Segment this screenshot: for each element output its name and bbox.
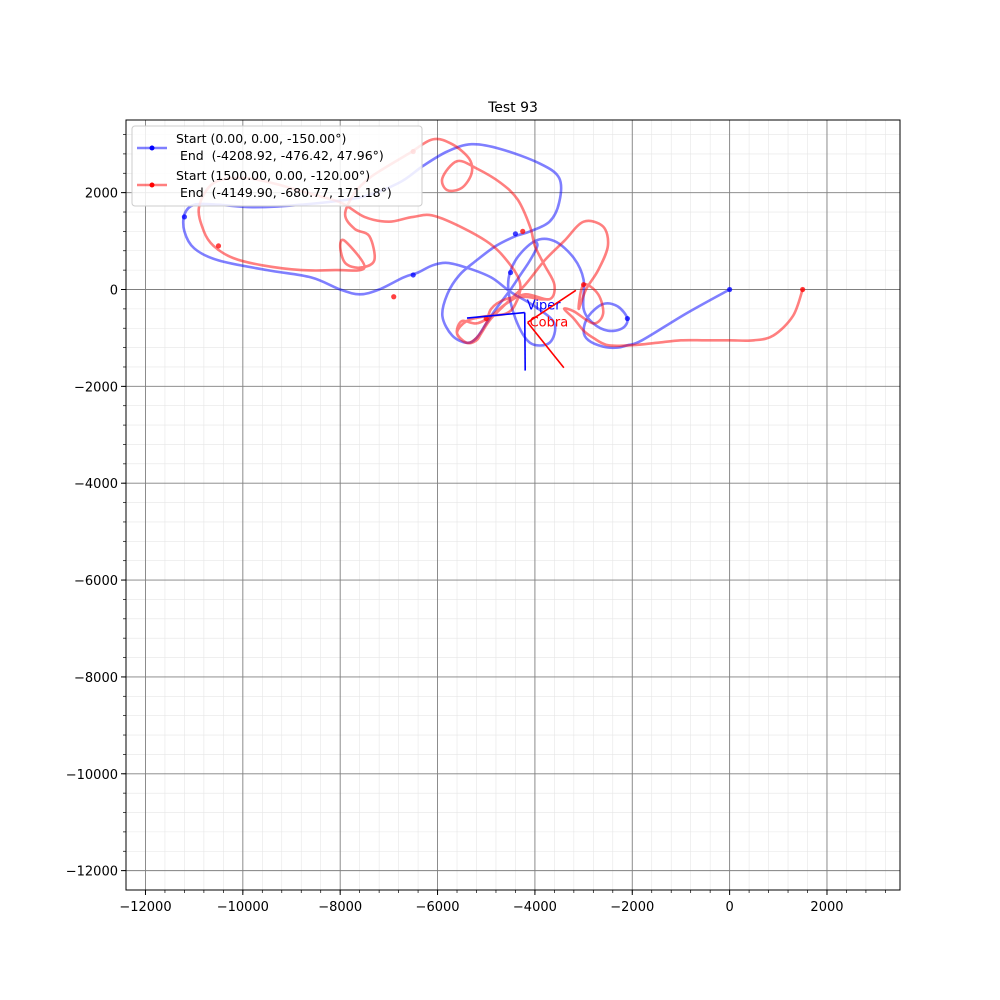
y-tick-label: −8000 [74, 671, 118, 686]
series-1-marker [507, 269, 514, 276]
series-2-marker [800, 286, 806, 293]
legend-label-series-1-start: Start (0.00, 0.00, -150.00°) [176, 131, 346, 146]
series-1-marker [624, 315, 630, 322]
y-tick-label: −2000 [74, 380, 118, 395]
x-tick-label: −4000 [513, 900, 557, 915]
series-2-marker [520, 228, 526, 234]
x-tick-label: 0 [725, 900, 733, 915]
y-tick-label: −6000 [74, 574, 118, 589]
legend-marker-series-1 [149, 145, 155, 151]
series-1-end-label: Viper [527, 299, 561, 314]
chart-title: Test 93 [487, 100, 538, 116]
series-2-end-label: Cobra [530, 315, 569, 330]
plot-frame [125, 119, 901, 891]
x-tick-label: −8000 [318, 900, 362, 915]
series-2-marker [483, 315, 489, 322]
legend-label-series-2-start: Start (1500.00, 0.00, -120.00°) [176, 168, 370, 183]
y-tick-label: −10000 [66, 768, 118, 783]
series-1-marker [410, 272, 416, 278]
x-tick-label: −12000 [119, 900, 171, 915]
legend-box [131, 125, 423, 207]
series-1-marker [181, 214, 188, 220]
series-2-marker [580, 282, 587, 288]
series-2-heading-mark [527, 289, 577, 324]
legend-label-series-1-end: End (-4208.92, -476.42, 47.96°) [176, 148, 384, 163]
legend-marker-series-2 [149, 182, 155, 188]
series-1-marker [727, 286, 733, 293]
x-tick-label: −6000 [416, 900, 460, 915]
y-tick-label: −4000 [74, 477, 118, 492]
series-2-heading-mark [526, 321, 565, 369]
x-tick-label: −10000 [217, 900, 269, 915]
series-1-marker [512, 231, 519, 237]
x-tick-label: 2000 [810, 900, 843, 915]
series-2-marker [391, 294, 397, 300]
x-tick-label: −2000 [610, 900, 654, 915]
series-1-path [181, 142, 731, 350]
y-tick-label: 2000 [85, 187, 118, 202]
series-2-path [197, 137, 804, 348]
y-tick-label: 0 [110, 283, 118, 298]
legend: Start (0.00, 0.00, -150.00°) End (-4208.… [131, 125, 423, 207]
series-1-heading-mark [466, 311, 525, 319]
y-axis: −12000 −10000 −8000 −6000 −4000 −2000 0 2000 [66, 134, 126, 880]
series-2-marker [215, 243, 222, 249]
y-tick-label: −12000 [66, 865, 118, 880]
legend-label-series-2-end: End (-4149.90, -680.77, 171.18°) [176, 185, 392, 200]
x-axis: −12000 −10000 −8000 −6000 −4000 −2000 0 2000 [119, 890, 886, 915]
